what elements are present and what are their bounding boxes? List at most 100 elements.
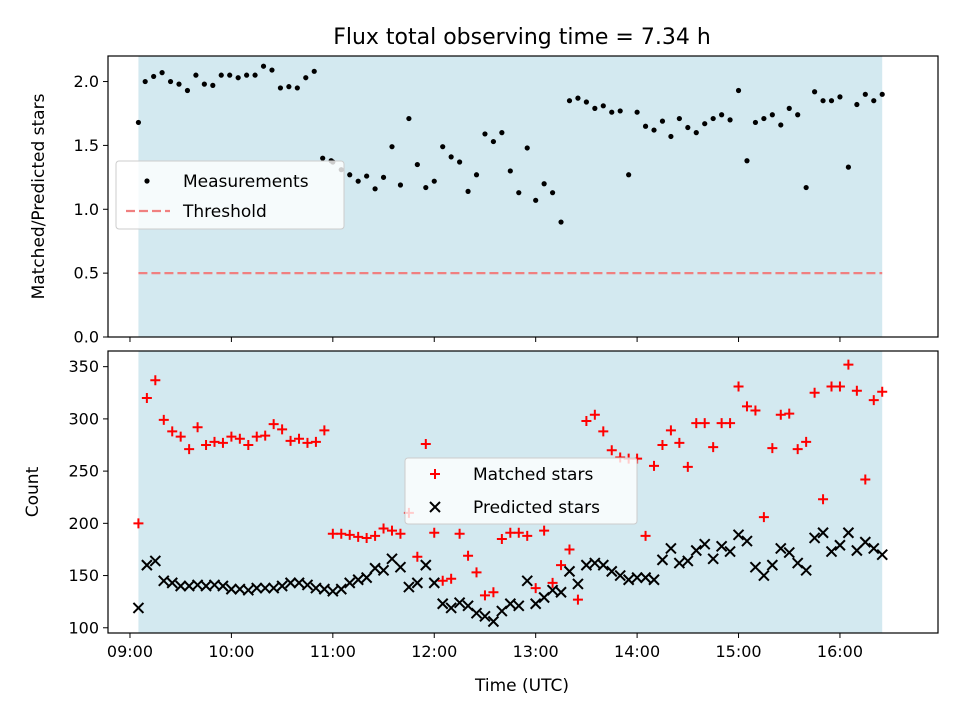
measurement-point — [710, 115, 716, 122]
matched-star-point — [463, 550, 474, 561]
predicted-star-point — [690, 544, 702, 557]
legend-box — [115, 160, 345, 230]
predicted-star-point — [335, 583, 347, 595]
measurement-point — [761, 115, 767, 122]
predicted-star-point — [487, 615, 500, 628]
predicted-star-point — [555, 586, 567, 598]
legend-threshold-label: Threshold — [182, 202, 267, 222]
measurement-point — [176, 81, 182, 87]
predicted-star-point — [859, 536, 872, 548]
predicted-star-point — [259, 582, 271, 594]
measurement-point — [600, 103, 606, 109]
predicted-star-point — [758, 569, 770, 582]
predicted-star-point — [606, 565, 618, 578]
measurement-point — [676, 115, 682, 122]
predicted-star-point — [741, 535, 753, 547]
predicted-star-point — [783, 546, 795, 559]
measurement-point — [609, 109, 615, 115]
predicted-star-point — [622, 574, 635, 586]
x-tick-label: 15:00 — [715, 642, 761, 661]
matched-star-point — [268, 419, 279, 430]
matched-star-point — [302, 437, 313, 448]
predicted-star-point — [715, 540, 728, 553]
matched-star-point — [606, 445, 617, 456]
measurement-point — [201, 81, 207, 87]
measurement-point — [380, 174, 387, 180]
predicted-star-point — [631, 571, 643, 584]
matched-star-point — [454, 528, 465, 539]
predicted-star-point — [318, 583, 331, 595]
predicted-star-point — [470, 607, 483, 619]
measurement-point — [490, 138, 497, 145]
matched-star-point — [657, 440, 668, 450]
predicted-star-point — [225, 583, 238, 595]
matched-star-point — [260, 430, 271, 441]
measurement-point — [558, 219, 564, 225]
predicted-star-point — [817, 527, 829, 539]
measurement-point — [252, 72, 258, 78]
measurement-point — [642, 123, 649, 129]
measurement-point — [142, 78, 148, 85]
measurement-point — [260, 63, 267, 69]
matched-star-point — [420, 438, 431, 449]
matched-star-point — [192, 422, 203, 433]
measurement-point — [719, 112, 725, 118]
measurement-point — [735, 87, 742, 94]
y-tick-label: 350 — [68, 357, 99, 376]
measurement-point — [702, 121, 708, 127]
predicted-star-point — [327, 585, 339, 597]
predicted-star-point — [301, 579, 314, 591]
x-tick-label: 11:00 — [310, 642, 356, 661]
matched-star-point — [784, 408, 795, 419]
matched-star-point — [691, 418, 702, 429]
measurement-point — [457, 159, 463, 165]
measurement-point — [218, 72, 224, 78]
matched-star-point — [361, 532, 372, 543]
predicted-star-point — [749, 561, 762, 573]
x-tick-label: 16:00 — [817, 642, 863, 661]
matched-star-point — [429, 527, 440, 538]
predicted-star-point — [589, 557, 601, 569]
measurement-point — [423, 184, 429, 191]
matched-star-point — [327, 528, 338, 539]
predicted-star-point — [800, 564, 812, 577]
predicted-star-point — [707, 553, 719, 565]
measurement-point — [135, 119, 142, 126]
predicted-star-point — [293, 577, 305, 589]
predicted-star-point — [217, 580, 229, 592]
matched-star-point — [539, 525, 550, 536]
measurement-point — [431, 178, 437, 184]
matched-star-point — [277, 424, 288, 435]
measurement-point — [566, 98, 573, 104]
matched-star-point — [758, 512, 769, 523]
y-tick-label: 100 — [68, 618, 99, 637]
matched-star-point — [285, 435, 296, 446]
matched-star-point — [167, 426, 178, 437]
measurement-point — [516, 190, 522, 196]
matched-star-point — [437, 575, 448, 586]
measurement-point — [626, 172, 632, 178]
matched-star-point — [834, 381, 845, 392]
count-panel: 100 150 200 250 300 350 09:00 10:00 11:00 12:00 13… — [23, 350, 939, 661]
predicted-star-point — [825, 545, 838, 558]
measurement-point — [871, 98, 877, 104]
measurement-point — [210, 82, 216, 88]
predicted-star-point — [648, 574, 660, 586]
y-tick-label: 0.0 — [74, 328, 99, 347]
figure-title: Flux total observing time = 7.34 h — [333, 25, 711, 50]
matched-star-point — [344, 529, 355, 540]
matched-star-point — [750, 405, 761, 416]
measurement-point — [320, 155, 326, 161]
measurement-point — [347, 172, 353, 178]
predicted-star-point — [656, 554, 669, 566]
predicted-star-point — [673, 557, 686, 569]
x-tick-label: 13:00 — [513, 642, 559, 661]
matched-star-point — [294, 433, 305, 444]
measurement-point — [499, 130, 505, 136]
matched-star-point — [319, 425, 330, 436]
measurement-point — [311, 68, 317, 74]
measurement-point — [803, 184, 809, 191]
predicted-star-point — [403, 581, 415, 593]
predicted-star-point — [521, 575, 533, 587]
predicted-star-point — [377, 564, 390, 577]
